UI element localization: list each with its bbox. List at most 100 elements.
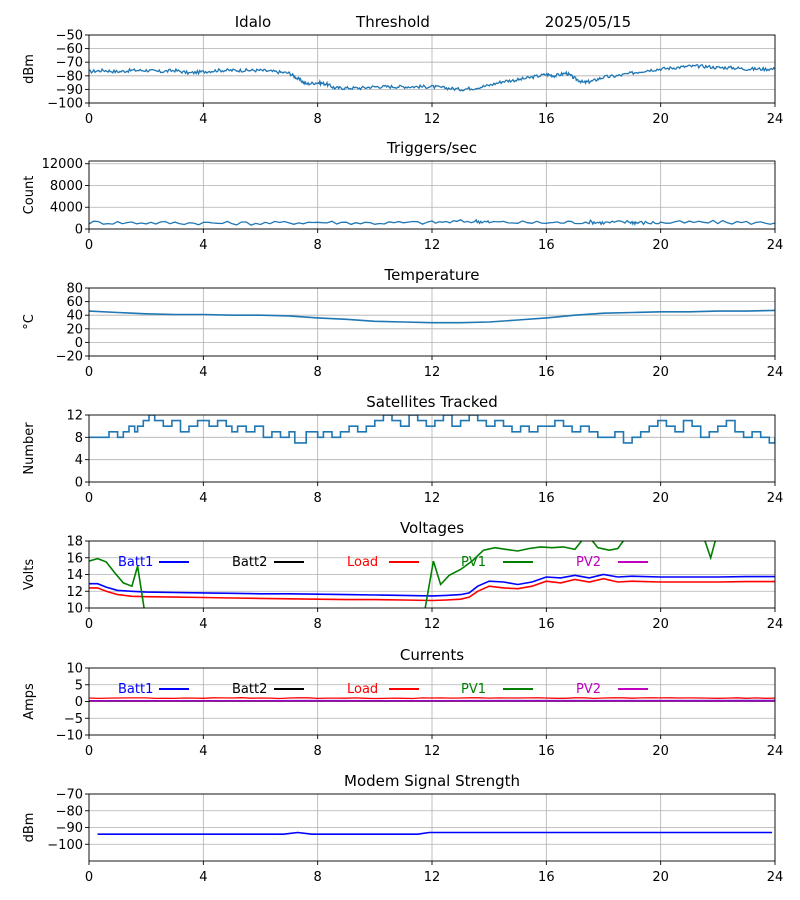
x-tick-label: 16 <box>538 617 555 632</box>
x-tick-label: 8 <box>314 617 322 632</box>
y-axis-label: °C <box>22 314 37 330</box>
x-tick-label: 20 <box>652 870 669 885</box>
y-tick-label: −10 <box>56 729 83 744</box>
x-tick-label: 20 <box>652 112 669 127</box>
y-tick-label: 80 <box>66 282 83 297</box>
y-tick-label: 10 <box>66 602 83 617</box>
x-tick-label: 12 <box>424 617 441 632</box>
y-tick-label: 18 <box>66 535 83 550</box>
chart-title: Satellites Tracked <box>366 393 497 411</box>
x-tick-label: 16 <box>538 112 555 127</box>
plot-area <box>89 64 775 92</box>
y-tick-label: 14 <box>66 568 83 583</box>
y-tick-label: −80 <box>56 804 83 819</box>
x-tick-label: 4 <box>199 744 207 759</box>
plot-area <box>89 415 775 444</box>
y-tick-label: 20 <box>66 322 83 337</box>
legend-label: Batt1 <box>118 682 153 697</box>
x-tick-label: 24 <box>767 744 784 759</box>
y-tick-label: −90 <box>56 83 83 98</box>
plot-area <box>97 831 773 835</box>
y-tick-label: 0 <box>75 223 83 238</box>
series-line-pv1 <box>424 541 625 608</box>
x-tick-label: 4 <box>199 365 207 380</box>
legend-label: PV2 <box>576 555 601 570</box>
x-tick-label: 20 <box>652 744 669 759</box>
y-tick-label: 8 <box>75 431 83 446</box>
x-tick-label: 0 <box>85 491 93 506</box>
series-line-load <box>89 577 775 602</box>
y-tick-label: 4 <box>75 453 83 468</box>
plot-area <box>89 218 775 227</box>
x-tick-label: 4 <box>199 617 207 632</box>
y-tick-label: 12000 <box>42 157 83 172</box>
y-tick-label: 40 <box>66 309 83 324</box>
x-tick-label: 0 <box>85 617 93 632</box>
legend-label: PV1 <box>461 682 486 697</box>
y-axis-label: Count <box>22 176 37 215</box>
x-tick-label: 12 <box>424 112 441 127</box>
x-tick-label: 8 <box>314 238 322 253</box>
plot-area <box>89 541 775 608</box>
x-tick-label: 24 <box>767 617 784 632</box>
x-tick-label: 4 <box>199 870 207 885</box>
plot-area <box>89 697 775 702</box>
legend-label: PV1 <box>461 555 486 570</box>
y-tick-label: 16 <box>66 551 83 566</box>
y-tick-label: −50 <box>56 29 83 44</box>
chart-panel-1: 0 4 8 12 16 20 24 −100−90−80−70−60−50 dBm <box>22 29 783 128</box>
x-tick-label: 16 <box>538 870 555 885</box>
legend-label: Load <box>347 682 378 697</box>
legend-label: Batt2 <box>232 555 267 570</box>
x-tick-label: 8 <box>314 744 322 759</box>
y-tick-label: 12 <box>66 409 83 424</box>
y-tick-label: 5 <box>75 678 83 693</box>
x-tick-label: 24 <box>767 112 784 127</box>
header-site: Idalo <box>235 13 271 31</box>
x-tick-label: 4 <box>199 112 207 127</box>
y-tick-label: −100 <box>47 97 83 112</box>
x-tick-label: 24 <box>767 491 784 506</box>
x-tick-label: 12 <box>424 238 441 253</box>
x-tick-label: 8 <box>314 870 322 885</box>
x-tick-label: 0 <box>85 744 93 759</box>
chart-panel-4: 0 4 8 12 16 20 24 0 4 8 12 Satellites Tracked Number <box>22 393 783 506</box>
x-tick-label: 12 <box>424 870 441 885</box>
header-date: 2025/05/15 <box>545 13 631 31</box>
legend-label: Batt2 <box>232 682 267 697</box>
y-tick-label: 4000 <box>50 201 83 216</box>
series-line-pv1 <box>89 557 145 608</box>
legend-label: Batt1 <box>118 555 153 570</box>
x-tick-label: 24 <box>767 365 784 380</box>
chart-title: Triggers/sec <box>386 139 477 157</box>
y-tick-label: −80 <box>56 69 83 84</box>
series-line-data <box>89 415 775 444</box>
y-tick-label: −90 <box>56 821 83 836</box>
chart-panel-2: 0 4 8 12 16 20 24 0 4000 8000 12000 Triggers/sec Cou… <box>22 139 783 253</box>
y-tick-label: −5 <box>64 712 83 727</box>
y-tick-label: −70 <box>56 788 83 803</box>
x-tick-label: 12 <box>424 365 441 380</box>
y-axis-label: Volts <box>22 559 37 591</box>
series-line-data <box>97 831 773 835</box>
x-tick-label: 16 <box>538 238 555 253</box>
x-tick-label: 0 <box>85 365 93 380</box>
x-tick-label: 16 <box>538 491 555 506</box>
chart-panel-7: 0 4 8 12 16 20 24 −100 −90 −80−70 Modem Signal Str… <box>22 772 783 885</box>
x-tick-label: 4 <box>199 238 207 253</box>
y-axis-label: dBm <box>22 813 37 843</box>
y-tick-label: 8000 <box>50 179 83 194</box>
y-tick-label: −60 <box>56 42 83 57</box>
x-tick-label: 0 <box>85 870 93 885</box>
series-line-batt1 <box>89 573 775 597</box>
x-tick-label: 20 <box>652 491 669 506</box>
x-tick-label: 12 <box>424 744 441 759</box>
series-line-data <box>89 218 775 227</box>
legend-label: PV2 <box>576 682 601 697</box>
y-tick-label: 0 <box>75 336 83 351</box>
x-tick-label: 20 <box>652 238 669 253</box>
chart-title: Currents <box>400 646 464 664</box>
